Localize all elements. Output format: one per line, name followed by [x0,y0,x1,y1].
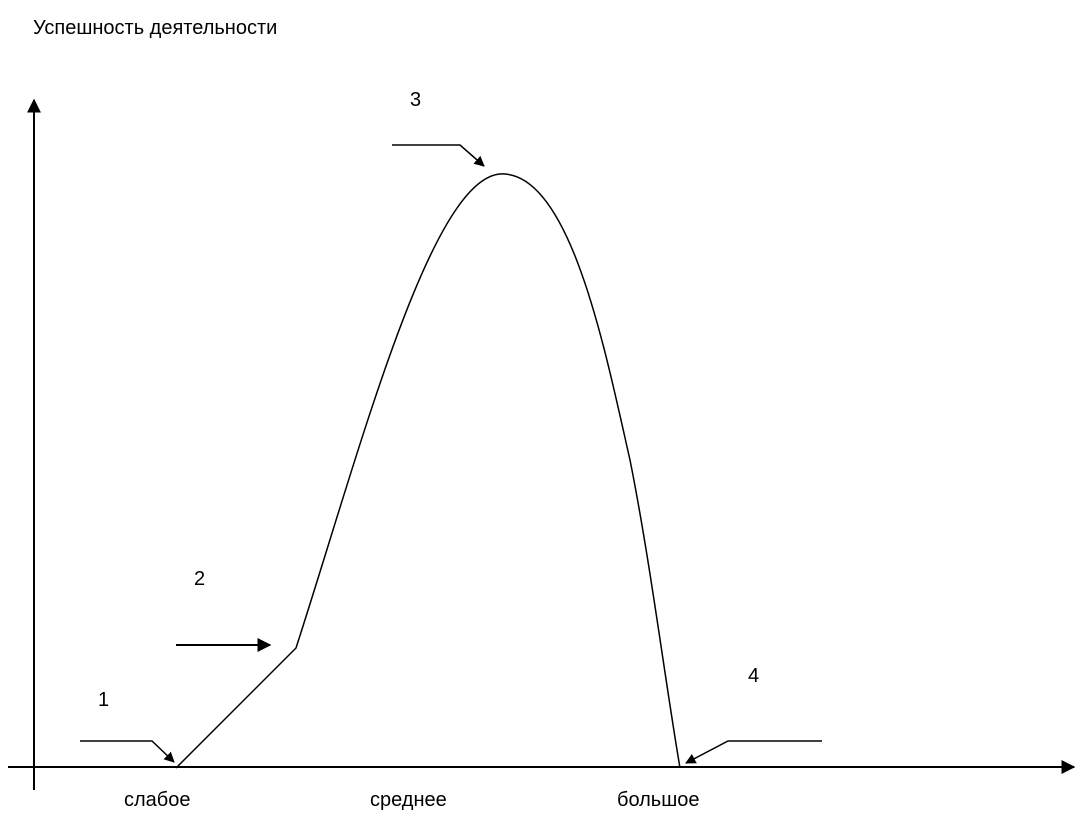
point-label-1: 1 [98,689,110,711]
x-label-weak: слабое [124,789,191,811]
point-label-4: 4 [748,665,760,687]
x-label-strong: большое [617,789,700,811]
pointer-1-arrow [80,740,175,763]
y-axis-title: Успешность деятельности [33,17,278,39]
performance-curve [175,173,681,769]
point-label-2: 2 [194,568,206,590]
pointer-4-arrow [685,740,822,764]
point-label-3: 3 [410,89,422,111]
pointer-3-arrow [392,144,485,167]
x-label-medium: среднее [370,789,447,811]
